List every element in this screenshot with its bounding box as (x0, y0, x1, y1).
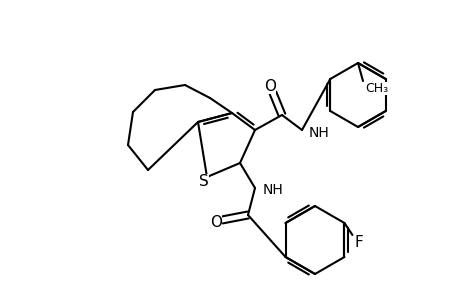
Text: O: O (210, 215, 222, 230)
Text: S: S (199, 173, 208, 188)
Text: O: O (263, 79, 275, 94)
Text: NH: NH (308, 126, 329, 140)
Text: NH: NH (263, 183, 283, 197)
Text: CH₃: CH₃ (364, 82, 387, 94)
Text: F: F (354, 236, 363, 250)
